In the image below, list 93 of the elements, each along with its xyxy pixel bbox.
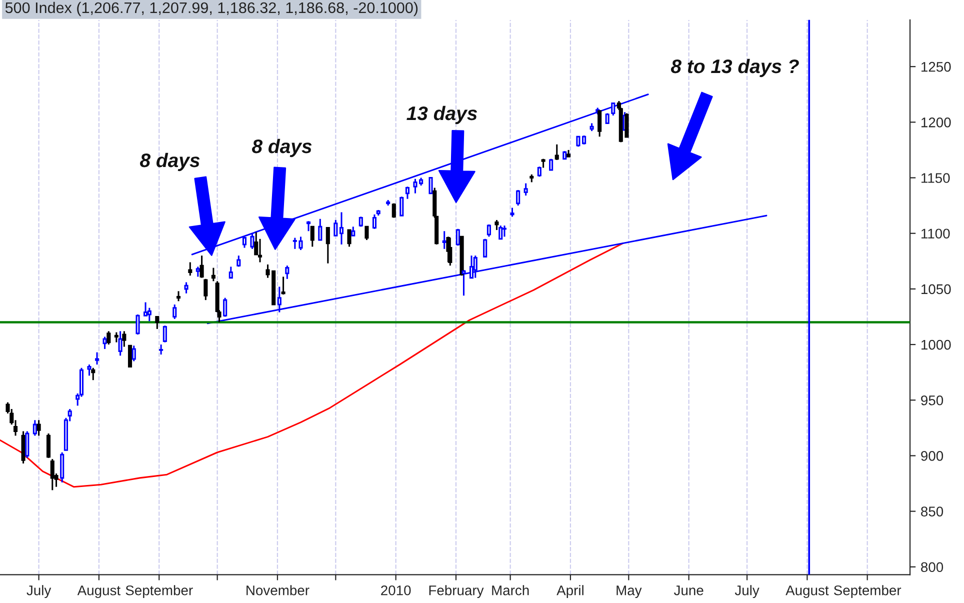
candlestick xyxy=(91,367,96,381)
candlestick xyxy=(486,224,491,238)
x-tick-label: August xyxy=(77,586,120,598)
y-tick-label: 1250 xyxy=(921,62,951,72)
y-tick-label: 1150 xyxy=(921,173,950,183)
candlestick xyxy=(372,214,377,230)
candlestick xyxy=(498,224,503,240)
candlestick xyxy=(32,419,37,436)
candlestick xyxy=(228,266,233,279)
candlestick xyxy=(469,254,474,279)
annotation: 8 days xyxy=(140,152,200,172)
candlestick xyxy=(306,220,311,232)
candlestick xyxy=(188,261,192,276)
candlestick xyxy=(364,226,369,241)
x-tick-label: July xyxy=(734,585,760,598)
x-tick-label: 2010 xyxy=(381,585,411,596)
candlestick xyxy=(405,186,410,200)
x-tick-label: March xyxy=(492,585,529,596)
candlestick xyxy=(128,344,132,368)
y-tick-label: 1000 xyxy=(921,340,951,350)
candlestick xyxy=(122,330,126,348)
candlestick xyxy=(258,238,262,264)
y-tick-label: 950 xyxy=(921,395,944,406)
candlestick xyxy=(196,266,200,278)
candlestick xyxy=(462,269,466,296)
candlestick xyxy=(162,324,167,344)
line-series xyxy=(0,242,624,488)
candlestick xyxy=(598,109,602,138)
candlestick xyxy=(155,316,160,330)
candlestick xyxy=(494,219,499,231)
y-tick-label: 1100 xyxy=(921,228,950,239)
candlestick xyxy=(483,238,488,258)
candlestick xyxy=(200,254,204,279)
candlestick xyxy=(114,332,118,344)
candlestick xyxy=(524,182,528,196)
candlestick xyxy=(87,364,92,376)
x-tick-label: May xyxy=(616,586,642,598)
candlestick xyxy=(60,452,64,484)
candlestick xyxy=(204,278,208,301)
candlestick xyxy=(106,330,111,346)
candlestick xyxy=(176,290,181,302)
candlestick xyxy=(136,314,140,336)
x-tick-label: June xyxy=(674,586,704,596)
candlestick xyxy=(250,232,254,250)
candlestick xyxy=(456,228,460,246)
y-tick-label: 850 xyxy=(921,506,944,516)
candlestick xyxy=(392,202,396,219)
candlestick xyxy=(211,267,216,282)
chart-title: 500 Index (1,206.77, 1,207.99, 1,186.32, 1,186.68, -20.1000) xyxy=(5,2,418,16)
candlestick xyxy=(36,419,41,436)
candlestick xyxy=(118,330,122,356)
y-tick-label: 900 xyxy=(921,451,944,461)
annotation: 8 to 13 days ? xyxy=(670,58,799,78)
candlestick xyxy=(285,264,290,280)
candlestick xyxy=(473,254,478,279)
candlestick xyxy=(326,227,330,264)
x-tick-label: November xyxy=(246,585,310,596)
x-tick-label: September xyxy=(834,585,902,598)
candlestick xyxy=(347,229,352,248)
y-tick-label: 1200 xyxy=(921,118,951,128)
candlestick xyxy=(132,344,136,362)
candlestick xyxy=(46,432,51,459)
x-tick-label: July xyxy=(26,585,52,598)
candlestick xyxy=(25,430,30,459)
x-tick-label: August xyxy=(786,586,829,598)
candlestick xyxy=(223,297,228,318)
candlestick xyxy=(184,282,188,294)
candlestick xyxy=(310,226,314,248)
candlestick xyxy=(516,189,520,206)
candlestick xyxy=(277,286,282,314)
candlestick xyxy=(172,304,177,320)
candlestick xyxy=(242,236,247,249)
candlestick xyxy=(334,219,338,236)
candlestick xyxy=(50,458,54,491)
candlestick xyxy=(281,276,286,296)
candlestick xyxy=(428,177,433,194)
candlestick xyxy=(554,144,559,161)
candlestick xyxy=(159,344,164,356)
annotation: 8 days xyxy=(252,138,312,158)
candlestick xyxy=(448,237,452,266)
x-tick-label: April xyxy=(556,585,584,598)
candlestick xyxy=(102,336,107,350)
x-tick-label: September xyxy=(126,585,193,598)
y-tick-label: 1050 xyxy=(921,284,951,294)
x-tick-label: February xyxy=(429,585,484,598)
candlestick xyxy=(94,352,100,366)
candlestick xyxy=(339,211,344,246)
y-tick-label: 800 xyxy=(921,562,944,572)
candlestick xyxy=(318,218,322,241)
candlestick xyxy=(502,224,507,238)
candlestick xyxy=(442,230,446,250)
annotation: 13 days xyxy=(406,106,478,124)
candlestick xyxy=(400,196,404,216)
